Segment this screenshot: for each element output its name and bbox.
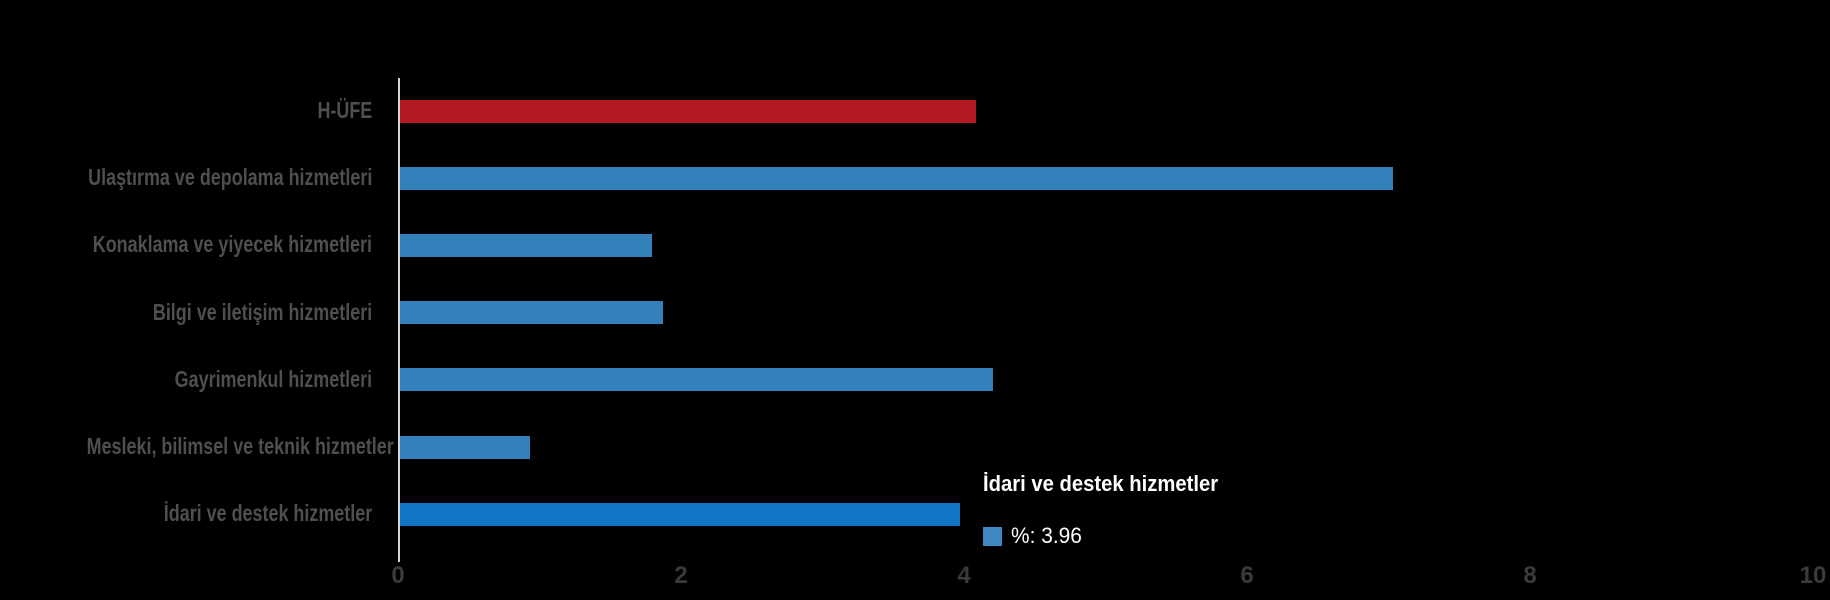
bar[interactable]	[400, 99, 976, 123]
x-tick-label: 0	[391, 562, 405, 589]
category-label: Konaklama ve yiyecek hizmetleri	[92, 231, 372, 258]
category-label: İdari ve destek hizmetler	[163, 500, 372, 527]
tooltip-title: İdari ve destek hizmetler	[983, 471, 1219, 496]
y-axis-line	[398, 78, 400, 562]
x-tick-label: 2	[674, 562, 688, 589]
bar[interactable]	[400, 368, 993, 392]
x-tick-label: 10	[1799, 562, 1827, 589]
x-tick-label: 6	[1240, 562, 1254, 589]
bar[interactable]	[400, 502, 961, 526]
tooltip-series-swatch-icon	[983, 526, 1002, 546]
category-label: Mesleki, bilimsel ve teknik hizmetler	[86, 433, 394, 459]
category-label: Gayrimenkul hizmetleri	[174, 365, 372, 392]
tooltip-series-row: %: 3.96	[983, 523, 1239, 549]
bar[interactable]	[400, 435, 531, 459]
category-label: Ulaştırma ve depolama hizmetleri	[87, 164, 372, 191]
bar[interactable]	[400, 233, 652, 257]
x-tick-label: 4	[957, 562, 971, 589]
category-label: H-ÜFE	[317, 97, 372, 123]
bar[interactable]	[400, 301, 664, 325]
tooltip: İdari ve destek hizmetler %: 3.96	[983, 471, 1239, 549]
category-label: Bilgi ve iletişim hizmetleri	[152, 298, 372, 325]
bar[interactable]	[400, 166, 1394, 190]
tooltip-value: %: 3.96	[1011, 523, 1082, 548]
x-tick-label: 8	[1523, 562, 1537, 589]
